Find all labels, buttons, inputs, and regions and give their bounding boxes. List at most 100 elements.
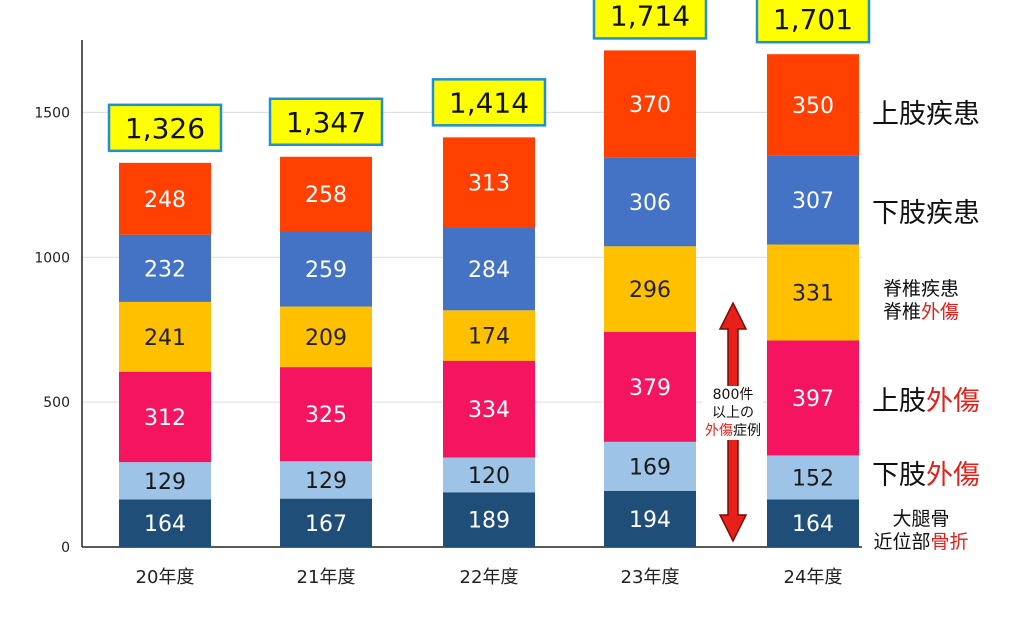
bar-segment xyxy=(767,155,859,245)
data-label: 174 xyxy=(468,325,510,350)
annotation-line3-red: 外傷 xyxy=(705,423,733,439)
data-label: 248 xyxy=(144,188,186,213)
bar-segment xyxy=(280,231,372,307)
data-label: 169 xyxy=(629,455,671,480)
total-box xyxy=(755,0,871,44)
total-label: 1,347 xyxy=(286,106,366,139)
total-box xyxy=(107,103,223,153)
bar-segment xyxy=(604,441,696,491)
bar-segment xyxy=(767,499,859,547)
total-box xyxy=(592,0,708,40)
data-label: 397 xyxy=(792,387,834,412)
legend-lower-trauma: 下肢外傷 xyxy=(866,460,986,492)
data-label: 306 xyxy=(629,191,671,216)
y-tick-label: 500 xyxy=(43,395,70,411)
bar-segment xyxy=(119,371,211,463)
axis-layer: 0 500 1000 1500 20年度 21年度 22年度 23年度 24年度 xyxy=(34,40,862,588)
data-label: 258 xyxy=(305,183,347,208)
bar-segment xyxy=(443,492,535,547)
bar-segment xyxy=(604,490,696,547)
legend-upper-trauma: 上肢外傷 xyxy=(866,386,986,418)
x-tick-label: 24年度 xyxy=(784,567,843,588)
bar-segment xyxy=(280,498,372,547)
bar-segment xyxy=(119,462,211,500)
legend-spine-disease-text: 脊椎疾患 xyxy=(882,278,959,300)
data-label: 120 xyxy=(468,464,510,489)
bar-segment xyxy=(119,301,211,372)
data-label: 259 xyxy=(305,258,347,283)
bar-segment xyxy=(443,457,535,493)
legend-spine-trauma-b: 外傷 xyxy=(921,300,960,323)
x-tick-label: 20年度 xyxy=(136,567,195,588)
x-tick-label: 22年度 xyxy=(460,567,519,588)
data-label: 194 xyxy=(629,508,671,533)
trauma-annotation: 800件 以上の 外傷症例 xyxy=(703,386,763,440)
legend-lower-trauma-b: 外傷 xyxy=(926,460,980,491)
data-label: 379 xyxy=(629,376,671,401)
data-label: 241 xyxy=(144,326,186,351)
data-label: 129 xyxy=(144,470,186,495)
legend-femur: 大腿骨 近位部骨折 xyxy=(866,508,976,554)
bar-segment xyxy=(443,360,535,458)
legend-femur-line2: 近位部骨折 xyxy=(866,531,976,554)
legend-spine-trauma: 脊椎外傷 xyxy=(866,301,976,324)
data-label: 164 xyxy=(144,512,186,537)
data-label: 296 xyxy=(629,278,671,303)
bar-segment xyxy=(280,367,372,462)
legend-upper-disease: 上肢疾患 xyxy=(866,99,986,131)
annotation-line3: 外傷症例 xyxy=(703,422,763,440)
y-tick-label: 1500 xyxy=(34,105,70,121)
bar-segment xyxy=(443,228,535,311)
legend-upper-trauma-a: 上肢 xyxy=(872,386,926,417)
legend-lower-disease: 下肢疾患 xyxy=(866,198,986,230)
annotation-line1: 800件 xyxy=(712,387,754,403)
bar-segment xyxy=(604,332,696,442)
bar-segment xyxy=(767,54,859,156)
annotation-line3-black: 症例 xyxy=(733,423,761,439)
x-tick-label: 23年度 xyxy=(621,567,680,588)
labels-layer: 164 129 312 241 232 248 167 129 325 209 259 258 189 1… xyxy=(144,93,834,537)
bar-segment xyxy=(604,246,696,333)
data-label: 209 xyxy=(305,326,347,351)
bars-layer xyxy=(119,50,859,547)
bar-segment xyxy=(119,234,211,302)
bar-segment xyxy=(443,310,535,361)
total-box xyxy=(268,97,384,147)
bar-segment xyxy=(767,455,859,500)
bar-segment xyxy=(119,499,211,547)
bar-segment xyxy=(280,156,372,232)
data-label: 325 xyxy=(305,403,347,428)
total-box xyxy=(431,78,547,127)
data-label: 334 xyxy=(468,398,510,423)
bar-segment xyxy=(443,137,535,229)
legend-lower-trauma-a: 下肢 xyxy=(872,460,926,491)
data-label: 312 xyxy=(144,406,186,431)
data-label: 232 xyxy=(144,257,186,282)
bar-segment xyxy=(604,50,696,158)
x-tick-label: 21年度 xyxy=(297,567,356,588)
data-label: 284 xyxy=(468,258,510,283)
legend-upper-disease-text: 上肢疾患 xyxy=(872,99,980,130)
bar-segment xyxy=(119,162,211,235)
bar-segment xyxy=(767,244,859,341)
data-label: 370 xyxy=(629,93,671,118)
total-label: 1,701 xyxy=(773,3,853,36)
bar-segment xyxy=(280,306,372,368)
legend-upper-trauma-b: 外傷 xyxy=(926,386,980,417)
totals-layer: 1,326 1,347 1,414 1,714 1,701 xyxy=(107,0,871,153)
total-label: 1,326 xyxy=(125,112,205,145)
data-label: 189 xyxy=(468,509,510,534)
legend-spine-trauma-a: 脊椎 xyxy=(882,300,921,323)
legend-lower-disease-text: 下肢疾患 xyxy=(872,198,980,229)
legend-femur-a: 近位部 xyxy=(873,530,931,553)
data-label: 350 xyxy=(792,94,834,119)
bar-segment xyxy=(280,461,372,499)
total-label: 1,714 xyxy=(610,0,690,32)
data-label: 313 xyxy=(468,172,510,197)
data-label: 152 xyxy=(792,466,834,491)
annotation-line2: 以上の xyxy=(712,405,754,421)
bar-segment xyxy=(604,157,696,247)
data-label: 167 xyxy=(305,512,347,537)
legend-femur-b: 骨折 xyxy=(930,530,969,553)
